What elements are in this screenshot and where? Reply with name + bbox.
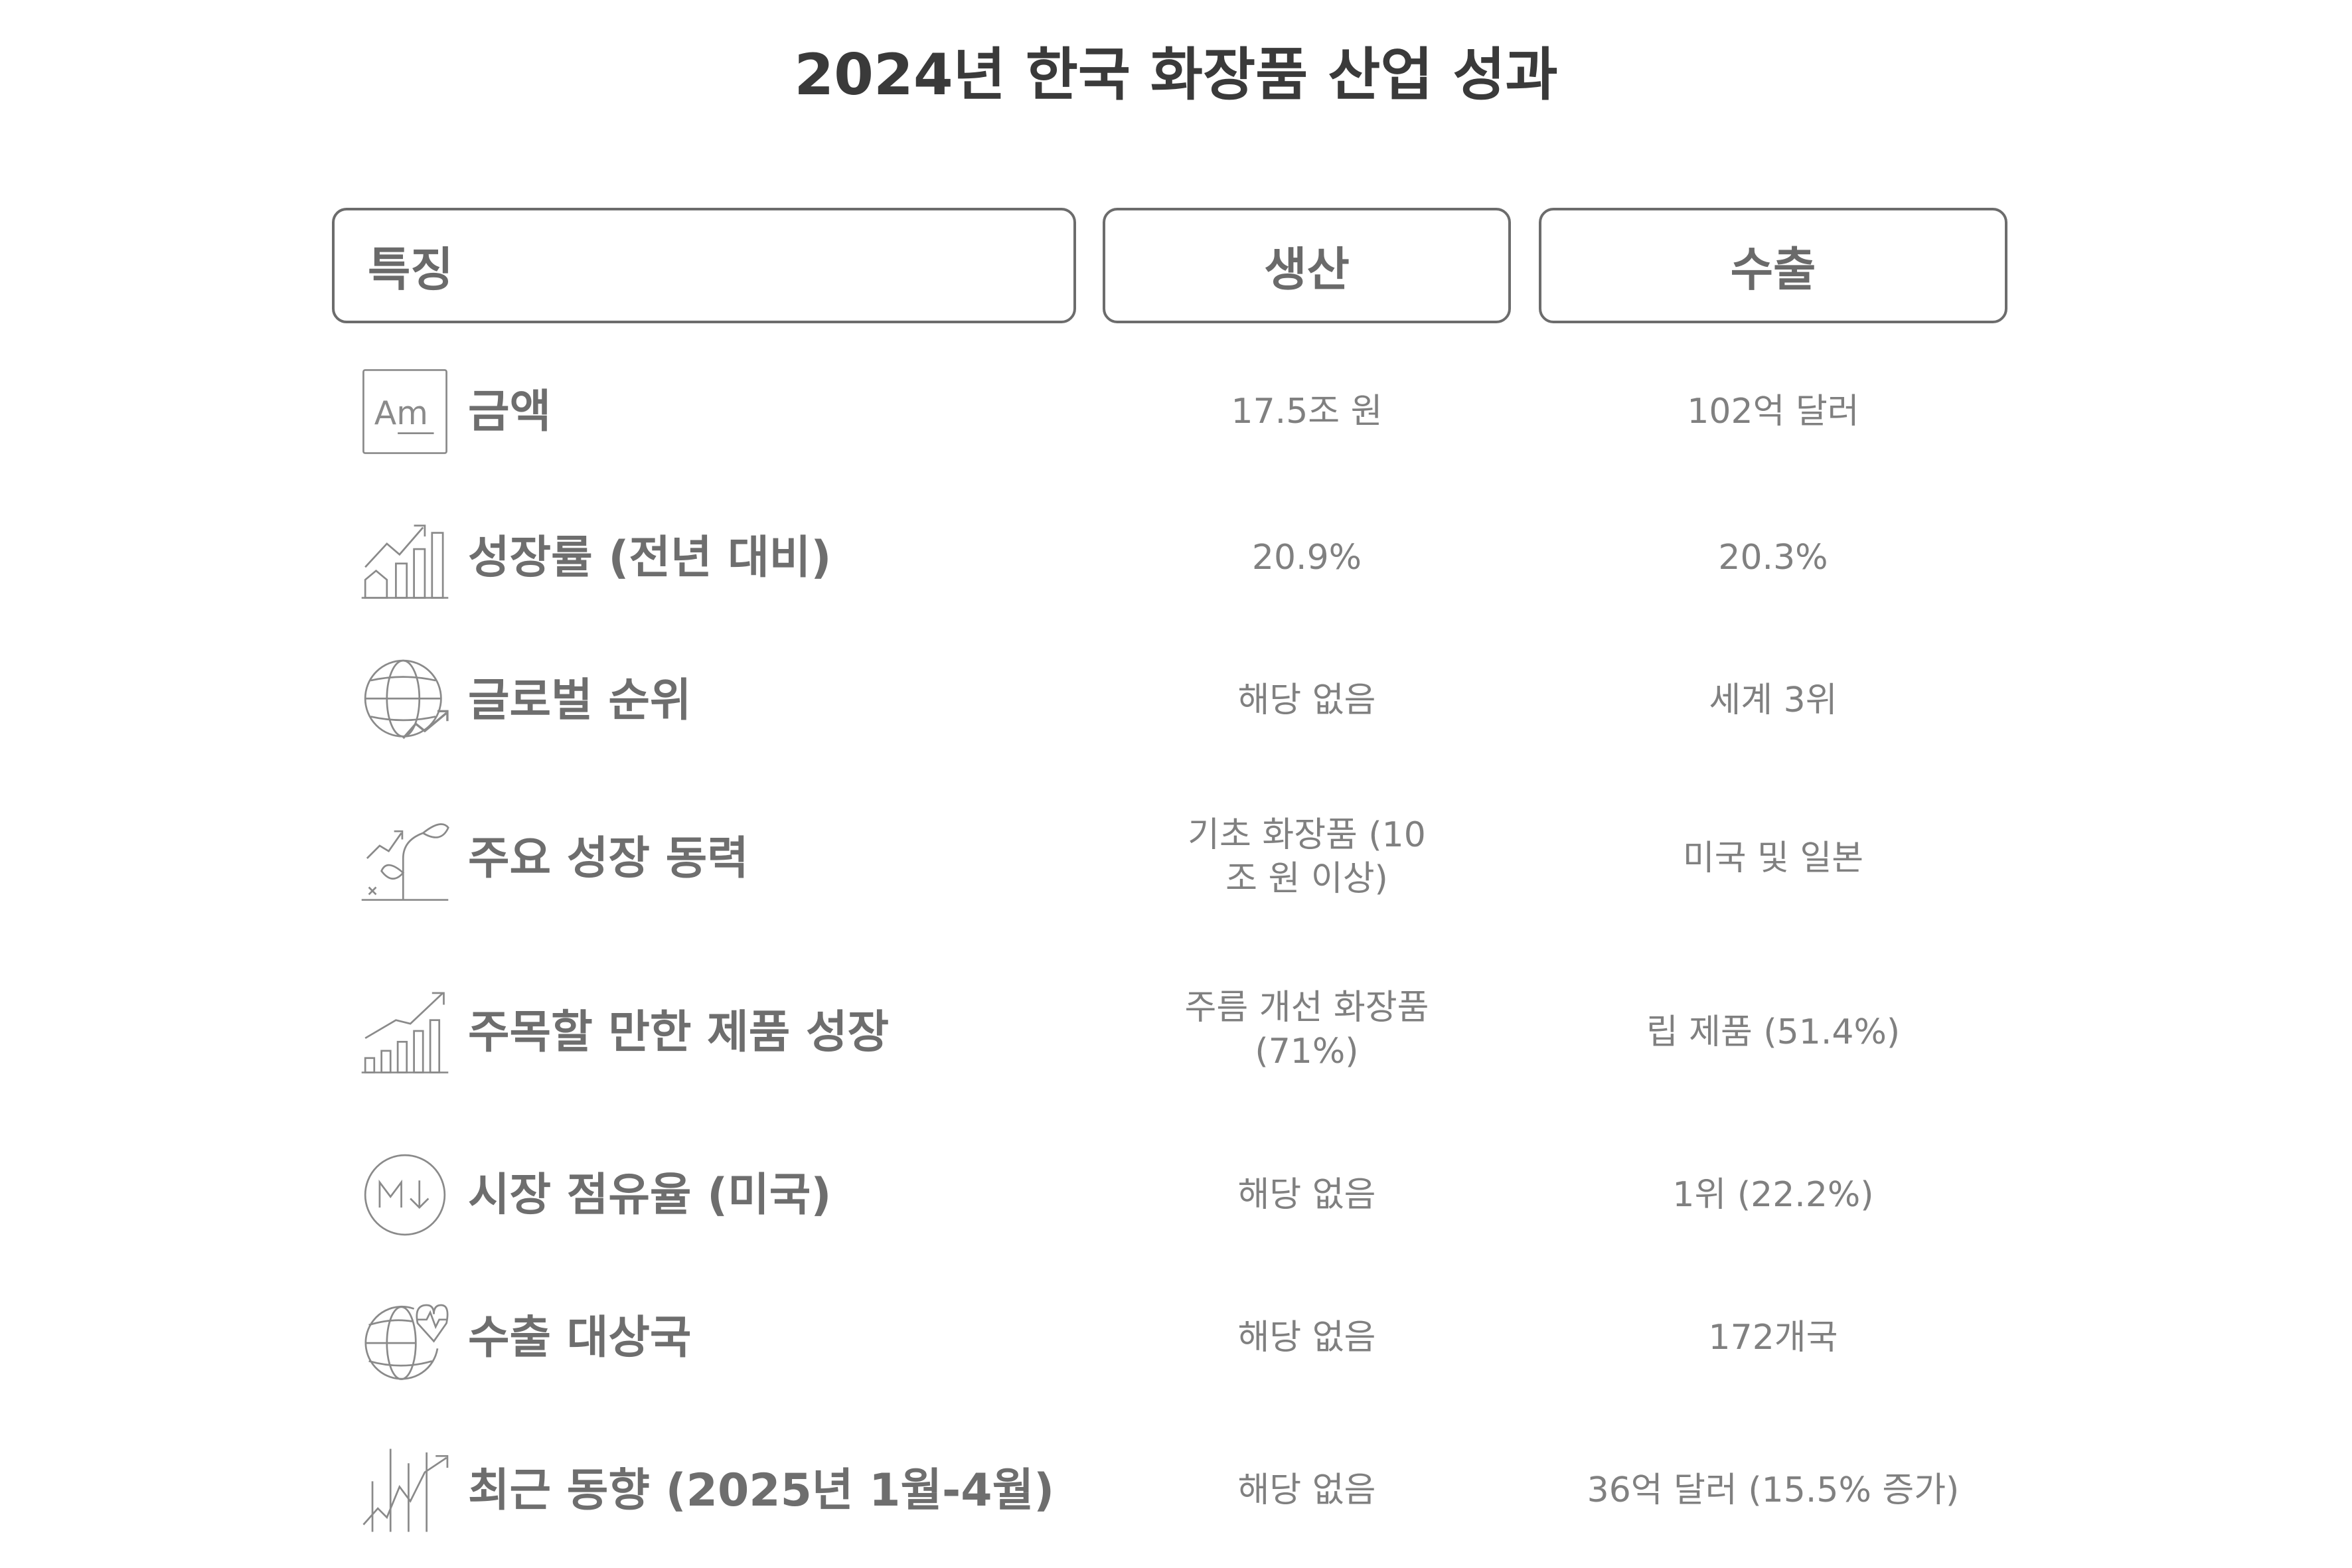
table-row: 수출 대상국 해당 없음 172개국 [332,1285,2007,1391]
feature-label: 주요 성장 동력 [468,832,749,885]
table-row: Am 금액 17.5조 원 102억 달러 [332,358,2007,465]
production-value: 해당 없음 [1237,1318,1376,1358]
header-production: 생산 [1103,208,1511,323]
export-value: 미국 및 일본 [1682,838,1864,878]
feature-label: 성장률 (전년 대비) [468,532,832,584]
production-value: 해당 없음 [1237,1470,1376,1510]
plant-growth-icon [360,813,450,903]
header-export: 수출 [1539,208,2007,323]
production-value: 주름 개선 화장품 (71%) [1184,988,1429,1071]
bar-chart-up-icon [360,986,450,1076]
feature-label: 금액 [468,386,552,438]
table-row: 시장 점유율 (미국) 해당 없음 1위 (22.2%) [332,1142,2007,1248]
line-trend-icon [360,1445,450,1535]
markdown-icon [360,1150,450,1240]
export-value: 세계 3위 [1709,680,1838,720]
table-row: 주요 성장 동력 기초 화장품 (10조 원 이상) 미국 및 일본 [332,793,2007,919]
header-feature: 특징 [332,208,1076,323]
feature-label: 주목할 만한 제품 성장 [468,1006,890,1059]
export-value: 172개국 [1708,1318,1838,1358]
export-value: 립 제품 (51.4%) [1646,1012,1901,1052]
production-value: 17.5조 원 [1231,392,1383,431]
export-value: 20.3% [1718,538,1828,578]
feature-label: 글로벌 순위 [468,674,692,727]
production-value: 20.9% [1251,538,1362,578]
production-value: 해당 없음 [1237,680,1376,720]
table-row: 글로벌 순위 해당 없음 세계 3위 [332,647,2007,753]
globe-heartbeat-icon [360,1293,450,1383]
growth-chart-icon [360,511,450,601]
export-value: 36억 달러 (15.5% 증가) [1587,1470,1960,1510]
page-title: 2024년 한국 화장품 산업 성과 [794,42,1558,108]
feature-label: 최근 동향 (2025년 1월-4월) [468,1464,1055,1517]
production-value: 해당 없음 [1237,1175,1376,1215]
svg-text:Am: Am [374,394,428,432]
table-row: 주목할 만한 제품 성장 주름 개선 화장품 (71%) 립 제품 (51.4%… [332,966,2007,1092]
feature-label: 시장 점유율 (미국) [468,1169,832,1221]
export-value: 1위 (22.2%) [1672,1175,1874,1215]
table-row: 성장률 (전년 대비) 20.9% 20.3% [332,505,2007,611]
production-value: 기초 화장품 (10조 원 이상) [1188,815,1426,899]
feature-label: 수출 대상국 [468,1312,692,1364]
globe-trend-icon [360,655,450,745]
table-row: 최근 동향 (2025년 1월-4월) 해당 없음 36억 달러 (15.5% … [332,1437,2007,1550]
export-value: 102억 달러 [1687,392,1859,431]
font-text-icon: Am [360,366,450,457]
